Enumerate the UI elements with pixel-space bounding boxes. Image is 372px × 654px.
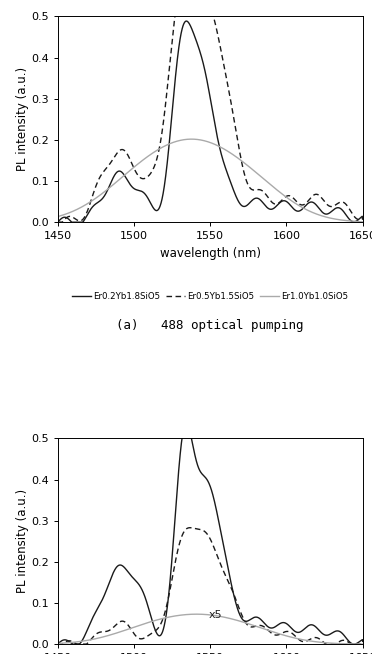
Text: (a)   488 optical pumping: (a) 488 optical pumping: [116, 319, 304, 332]
Y-axis label: PL intensity (a.u.): PL intensity (a.u.): [16, 489, 29, 593]
Legend: Er0.2Yb1.8SiO5, Er0.5Yb1.5SiO5, Er1.0Yb1.0SiO5: Er0.2Yb1.8SiO5, Er0.5Yb1.5SiO5, Er1.0Yb1…: [68, 288, 352, 304]
X-axis label: wavelength (nm): wavelength (nm): [160, 247, 261, 260]
Y-axis label: PL intensity (a.u.): PL intensity (a.u.): [16, 67, 29, 171]
Text: x5: x5: [209, 610, 222, 620]
